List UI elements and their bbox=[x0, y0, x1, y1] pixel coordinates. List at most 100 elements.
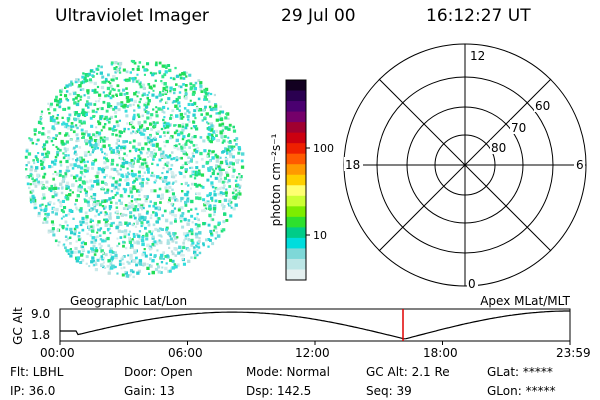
disk-pixel bbox=[152, 121, 156, 124]
disk-pixel bbox=[67, 213, 71, 216]
disk-pixel bbox=[126, 177, 130, 181]
disk-pixel bbox=[150, 214, 153, 217]
disk-pixel bbox=[114, 194, 117, 197]
disk-pixel bbox=[123, 266, 126, 269]
disk-pixel bbox=[108, 92, 112, 95]
disk-pixel bbox=[97, 121, 102, 126]
disk-pixel bbox=[174, 66, 177, 70]
disk-pixel bbox=[175, 144, 178, 148]
disk-pixel bbox=[39, 206, 43, 210]
disk-pixel bbox=[114, 253, 118, 257]
polar-label-70: 70 bbox=[511, 121, 526, 135]
disk-pixel bbox=[54, 212, 58, 216]
disk-pixel bbox=[72, 130, 76, 134]
disk-pixel bbox=[139, 188, 143, 192]
disk-pixel bbox=[106, 264, 110, 268]
disk-pixel bbox=[91, 256, 95, 260]
disk-pixel bbox=[136, 189, 140, 193]
disk-pixel bbox=[191, 221, 194, 224]
disk-pixel bbox=[113, 67, 117, 71]
disk-pixel bbox=[151, 143, 156, 147]
disk-pixel bbox=[109, 82, 112, 85]
disk-pixel bbox=[189, 137, 193, 141]
disk-pixel bbox=[92, 195, 95, 198]
disk-pixel bbox=[138, 157, 142, 160]
timeline-y-title: GC Alt bbox=[11, 307, 25, 345]
polar-grid bbox=[343, 43, 587, 287]
disk-pixel bbox=[164, 92, 168, 95]
disk-pixel bbox=[37, 211, 41, 215]
disk-pixel bbox=[221, 110, 225, 114]
disk-pixel bbox=[116, 215, 120, 219]
disk-pixel bbox=[134, 131, 137, 135]
disk-pixel bbox=[76, 258, 79, 262]
disk-pixel bbox=[205, 238, 208, 242]
disk-pixel bbox=[100, 244, 103, 248]
disk-pixel bbox=[215, 231, 219, 234]
disk-pixel bbox=[111, 158, 115, 162]
disk-pixel bbox=[169, 221, 173, 225]
disk-pixel bbox=[153, 137, 157, 141]
info-door: Door: Open bbox=[124, 365, 193, 379]
disk-pixel bbox=[172, 175, 176, 179]
disk-pixel bbox=[166, 131, 169, 134]
disk-pixel bbox=[111, 183, 115, 187]
disk-pixel bbox=[179, 171, 183, 175]
disk-pixel bbox=[145, 211, 149, 215]
disk-pixel bbox=[55, 134, 58, 137]
disk-pixel bbox=[29, 190, 33, 194]
disk-pixel bbox=[29, 138, 33, 142]
disk-pixel bbox=[109, 212, 112, 215]
disk-pixel bbox=[141, 158, 144, 161]
disk-pixel bbox=[52, 178, 55, 181]
disk-pixel bbox=[146, 102, 150, 106]
disk-pixel bbox=[169, 211, 173, 215]
disk-pixel bbox=[116, 237, 119, 240]
disk-pixel bbox=[101, 115, 104, 118]
disk-pixel bbox=[215, 159, 219, 163]
disk-pixel bbox=[52, 127, 56, 131]
disk-pixel bbox=[127, 78, 131, 82]
disk-pixel bbox=[76, 94, 80, 98]
disk-pixel bbox=[97, 120, 100, 123]
disk-pixel bbox=[213, 93, 216, 97]
disk-pixel bbox=[124, 270, 127, 273]
disk-pixel bbox=[149, 122, 153, 126]
disk-pixel bbox=[123, 78, 126, 82]
disk-pixel bbox=[203, 203, 207, 207]
disk-pixel bbox=[154, 79, 157, 82]
disk-pixel bbox=[105, 165, 109, 170]
disk-pixel bbox=[105, 109, 109, 113]
disk-pixel bbox=[163, 82, 167, 86]
disk-pixel bbox=[114, 251, 117, 254]
disk-pixel bbox=[219, 131, 223, 135]
disk-pixel bbox=[116, 163, 119, 167]
disk-pixel bbox=[138, 82, 142, 86]
disk-pixel bbox=[193, 101, 197, 105]
disk-pixel bbox=[81, 248, 85, 252]
disk-pixel bbox=[198, 183, 201, 187]
disk-pixel bbox=[221, 180, 225, 184]
disk-pixel bbox=[100, 201, 103, 204]
disk-pixel bbox=[146, 167, 150, 171]
disk-pixel bbox=[109, 115, 114, 119]
disk-pixel bbox=[120, 131, 123, 134]
disk-pixel bbox=[40, 167, 44, 170]
disk-pixel bbox=[180, 131, 184, 135]
disk-pixel bbox=[187, 184, 190, 187]
disk-pixel bbox=[56, 114, 59, 117]
disk-pixel bbox=[89, 218, 93, 221]
disk-pixel bbox=[79, 95, 83, 98]
disk-pixel bbox=[194, 253, 198, 257]
disk-pixel bbox=[141, 94, 144, 97]
disk-pixel bbox=[70, 128, 73, 131]
disk-pixel bbox=[182, 244, 185, 247]
disk-pixel bbox=[96, 182, 100, 186]
disk-pixel bbox=[194, 170, 198, 174]
disk-pixel bbox=[88, 140, 91, 143]
disk-pixel bbox=[204, 207, 208, 210]
disk-pixel bbox=[149, 135, 152, 138]
disk-pixel bbox=[144, 199, 148, 203]
disk-pixel bbox=[115, 191, 119, 195]
disk-pixel bbox=[153, 201, 157, 206]
